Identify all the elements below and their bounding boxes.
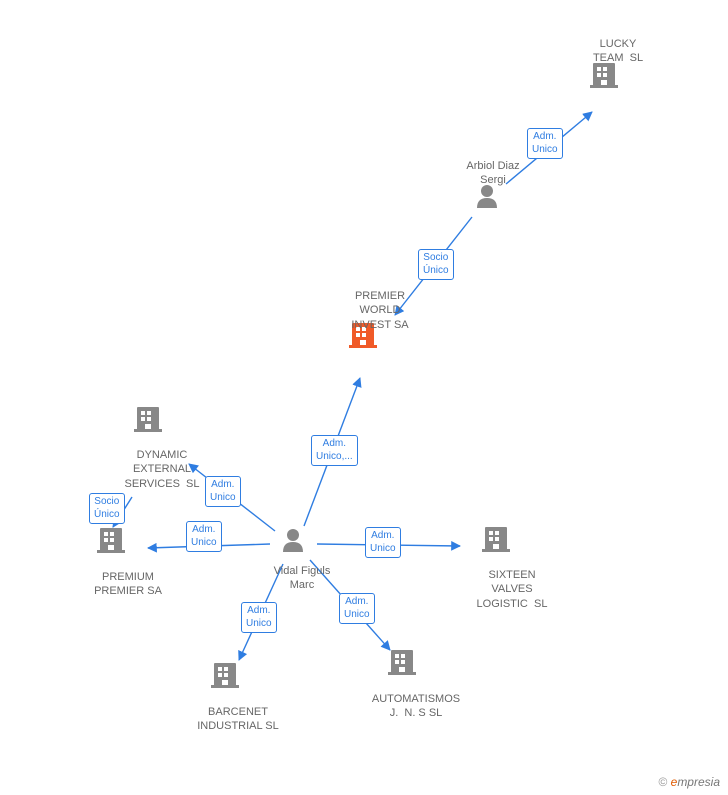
node-label-vidal: Vidal Figuls Marc — [262, 564, 342, 593]
edge-label-vidal-barcenet: Adm. Unico — [241, 602, 277, 633]
credit: © empresia — [658, 775, 720, 789]
node-label-dynamic: DYNAMIC EXTERNAL SERVICES SL — [116, 448, 208, 491]
copyright-mark: © — [658, 775, 667, 789]
edge-label-dynamic-premiumpremier: Socio Único — [89, 493, 125, 524]
credit-text: mpresia — [677, 775, 720, 789]
edge-label-vidal-premiumpremier: Adm. Unico — [186, 521, 222, 552]
node-label-premiumpremier: PREMIUM PREMIER SA — [84, 570, 172, 599]
building-icon-sixteen — [482, 527, 510, 552]
node-label-arbiol: Arbiol Diaz Sergi — [453, 159, 533, 188]
node-label-premier: PREMIER WORLD INVEST SA — [341, 289, 419, 332]
edge-label-arbiol-premier: Socio Único — [418, 249, 454, 280]
person-icon-vidal — [283, 529, 303, 552]
node-label-automatismos: AUTOMATISMOS J. N. S SL — [357, 692, 475, 721]
edge-label-arbiol-lucky: Adm. Unico — [527, 128, 563, 159]
building-icon-barcenet — [211, 663, 239, 688]
edge-label-vidal-premier: Adm. Unico,... — [311, 435, 358, 466]
node-label-barcenet: BARCENET INDUSTRIAL SL — [188, 705, 288, 734]
building-icon-lucky — [590, 63, 618, 88]
node-label-lucky: LUCKY TEAM SL — [584, 37, 652, 66]
edge-label-vidal-sixteen: Adm. Unico — [365, 527, 401, 558]
person-icon-arbiol — [477, 185, 497, 208]
building-icon-automatismos — [388, 650, 416, 675]
edge-label-vidal-automatismos: Adm. Unico — [339, 593, 375, 624]
node-label-sixteen: SIXTEEN VALVES LOGISTIC SL — [466, 568, 558, 611]
building-icon-premiumpremier — [97, 528, 125, 553]
building-icon-dynamic — [134, 407, 162, 432]
edge-label-vidal-dynamic: Adm. Unico — [205, 476, 241, 507]
